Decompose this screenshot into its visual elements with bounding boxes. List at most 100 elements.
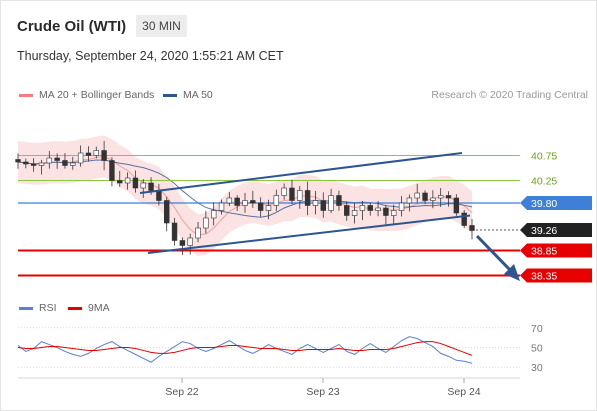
candle-body	[273, 195, 280, 206]
candle-body	[304, 190, 311, 206]
level-box-3	[520, 223, 592, 237]
candle-body	[383, 207, 389, 216]
candle-body	[218, 202, 225, 211]
candle-body	[406, 197, 413, 204]
legend-ma50-label: MA 50	[183, 89, 213, 101]
candle-body	[70, 162, 76, 166]
candle-body	[101, 150, 107, 161]
candle-body	[469, 225, 475, 231]
candle-body	[391, 210, 397, 216]
credit-text: Research © 2020 Trading Central	[431, 89, 588, 101]
candle-body	[210, 210, 217, 219]
candle-body	[289, 187, 295, 201]
candle-body	[398, 202, 405, 211]
candle-body	[93, 150, 99, 156]
candle-body	[187, 237, 193, 246]
ma50-line	[17, 159, 473, 218]
candle-body	[132, 177, 139, 189]
candle-body	[359, 205, 366, 211]
candle-body	[336, 195, 342, 206]
candle-body	[179, 240, 186, 246]
level-label-3: 39.26	[531, 225, 557, 237]
legend-rsi: RSI	[19, 302, 57, 314]
instrument-title: Crude Oil (WTI)	[17, 17, 127, 35]
legend-rsi-ma-label: 9MA	[88, 302, 110, 314]
candle-body	[422, 192, 428, 201]
candle-body	[265, 205, 272, 211]
candle-body	[297, 190, 303, 201]
legend-swatch-rsi-ma	[68, 306, 82, 310]
level-label-2: 39.80	[531, 198, 557, 210]
time-tick-label: Sep 22	[165, 386, 198, 398]
candle-body	[312, 200, 319, 206]
candle-body	[195, 227, 201, 239]
level-label-0: 40.75	[531, 151, 557, 163]
candle-body	[430, 197, 436, 201]
candle-body	[234, 197, 240, 206]
time-tick-label: Sep 23	[306, 386, 339, 398]
time-tick-label: Sep 24	[447, 386, 480, 398]
candle-body	[85, 152, 92, 156]
chart-header: Crude Oil (WTI) 30 MIN	[17, 13, 187, 39]
candle-body	[15, 159, 21, 163]
legend-swatch-bollinger	[19, 93, 33, 97]
candle-body	[351, 210, 358, 216]
candle-body	[281, 187, 287, 196]
legend-rsi-label: RSI	[39, 302, 57, 314]
candle-body	[437, 195, 444, 199]
legend-swatch-rsi	[19, 306, 33, 310]
projection-arrow-head	[504, 264, 520, 281]
candle-body	[164, 200, 170, 224]
level-label-5: 38.35	[531, 271, 557, 283]
level-box-4	[520, 243, 592, 258]
candle-body	[445, 195, 452, 199]
candle-body	[367, 205, 373, 211]
level-box-5	[520, 268, 592, 283]
candle-body	[77, 152, 84, 164]
candle-body	[148, 182, 154, 191]
candle-body	[62, 160, 68, 166]
candle-body	[54, 157, 60, 161]
level-label-4: 38.85	[531, 246, 557, 258]
candle-body	[109, 160, 115, 181]
candle-body	[414, 192, 420, 199]
candle-body	[203, 217, 209, 229]
candle-body	[344, 205, 350, 216]
candle-body	[242, 200, 248, 206]
candle-body	[23, 161, 29, 165]
candle-body	[257, 202, 264, 211]
channel-upper-line	[139, 152, 463, 194]
candle-body	[328, 195, 334, 211]
rsi-series-line	[17, 341, 473, 356]
legend-ma50: MA 50	[163, 89, 213, 101]
candle-body	[46, 157, 53, 164]
candle-body	[320, 200, 326, 211]
projection-arrow	[475, 234, 514, 274]
candle-body	[226, 197, 233, 204]
candle-body	[38, 162, 45, 166]
candle-body	[156, 190, 162, 201]
rsi-tick-label: 70	[531, 323, 543, 335]
candle-body	[375, 207, 381, 211]
candle-body	[30, 163, 37, 166]
candle-body	[453, 197, 460, 214]
candle-body	[124, 177, 131, 184]
legend-bollinger: MA 20 + Bollinger Bands	[19, 89, 154, 101]
channel-lower-line	[147, 214, 471, 254]
timeframe-badge[interactable]: 30 MIN	[136, 15, 187, 37]
legend-bollinger-label: MA 20 + Bollinger Bands	[39, 89, 155, 101]
candle-body	[117, 180, 123, 184]
candle-body	[171, 222, 178, 241]
timestamp: Thursday, September 24, 2020 1:55:21 AM …	[17, 49, 284, 63]
candle-body	[140, 182, 146, 189]
legend-swatch-ma50	[163, 93, 177, 97]
candle-body	[461, 212, 467, 226]
legend-rsi-ma: 9MA	[68, 302, 110, 314]
rsi-tick-label: 30	[531, 362, 543, 374]
level-box-2	[520, 196, 592, 210]
candle-body	[250, 200, 256, 204]
level-label-1: 40.25	[531, 176, 557, 188]
rsi-tick-label: 50	[531, 343, 543, 355]
